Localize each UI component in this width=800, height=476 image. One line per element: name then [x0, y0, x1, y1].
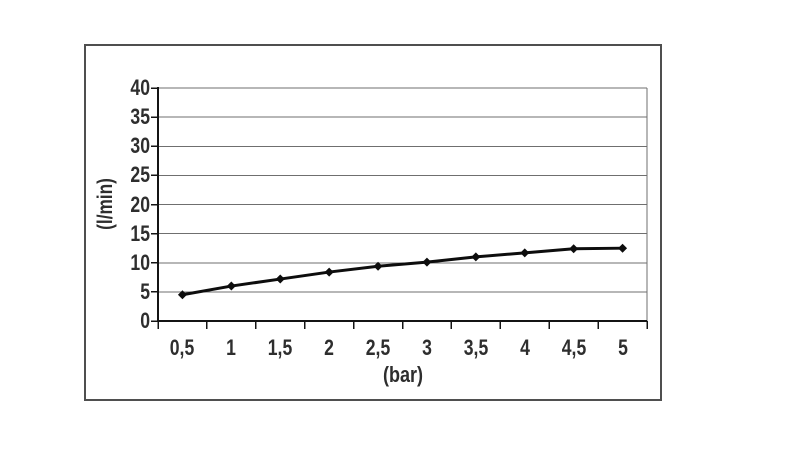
plot-svg: [151, 87, 648, 329]
x-tick-label: 3,5: [463, 335, 489, 360]
x-tick-label: 5: [617, 335, 628, 360]
data-point-marker: [324, 267, 334, 277]
data-point-marker: [422, 257, 432, 267]
data-point-marker: [226, 281, 236, 291]
x-tick-label: 1: [226, 335, 237, 360]
y-tick-label: 25: [130, 162, 150, 188]
data-point-marker: [373, 261, 383, 271]
chart-outer-frame: [84, 44, 662, 401]
y-tick-label: 15: [130, 220, 150, 246]
data-point-marker: [569, 244, 579, 254]
y-tick-label: 0: [140, 308, 150, 333]
x-tick-label: 2,5: [365, 335, 391, 360]
x-tick-label: 4,5: [561, 335, 586, 360]
x-tick-label: 4: [519, 335, 530, 360]
flow-rate-line: [182, 246, 623, 297]
x-axis-title: (bar): [382, 362, 424, 387]
x-tick-label: 2: [324, 335, 335, 360]
y-axis-title: (l/min): [94, 178, 117, 230]
data-point-marker: [275, 274, 285, 284]
data-point-marker: [618, 243, 628, 253]
x-tick-label: 3: [422, 335, 432, 360]
data-point-marker: [177, 290, 187, 300]
data-point-marker: [471, 252, 481, 262]
x-tick-label: 0,5: [170, 335, 195, 360]
x-tick-label: 1,5: [268, 335, 293, 360]
y-tick-label: 5: [140, 278, 150, 304]
y-tick-label: 40: [130, 75, 150, 100]
data-point-marker: [520, 248, 530, 258]
y-tick-label: 30: [130, 133, 150, 159]
y-tick-label: 10: [130, 249, 150, 275]
y-tick-label: 35: [130, 104, 150, 130]
y-tick-label: 20: [130, 191, 150, 217]
